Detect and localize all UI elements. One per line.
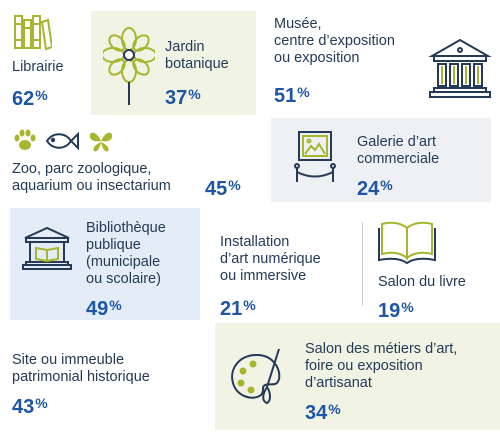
salon-metiers-label-3: d’artisanat: [305, 375, 372, 391]
site-label-1: Site ou immeuble: [12, 352, 125, 368]
jardin-label-1: Jardin: [165, 39, 205, 55]
zoo-label-1: Zoo, parc zoologique,: [12, 161, 152, 177]
librairie-label: Librairie: [12, 59, 64, 75]
musee-label-2: centre d’exposition: [274, 33, 395, 49]
salon-livre-value: 19%: [378, 299, 414, 322]
tile-bibliotheque: Bibliothèque publique (municipale ou sco…: [10, 208, 200, 320]
tile-zoo: Zoo, parc zoologique, aquarium ou insect…: [0, 118, 265, 202]
musee-label-3: ou exposition: [274, 50, 360, 66]
bibliotheque-label-2: publique: [86, 237, 141, 253]
bibliotheque-label-4: ou scolaire): [86, 271, 161, 287]
books-icon: [14, 15, 52, 51]
installation-label-2: d’art numérique: [220, 251, 321, 267]
musee-label-1: Musée,: [274, 16, 322, 32]
salon-metiers-value: 34%: [305, 401, 341, 424]
installation-label-1: Installation: [220, 234, 290, 250]
palette-brush-icon: [231, 348, 281, 405]
site-value: 43%: [12, 395, 48, 418]
musee-value: 51%: [274, 84, 310, 107]
tile-musee: Musée, centre d’exposition ou exposition…: [262, 0, 500, 115]
librairie-value: 62%: [12, 87, 48, 110]
bibliotheque-label-1: Bibliothèque: [86, 220, 166, 236]
divider: [362, 222, 363, 306]
installation-label-3: ou immersive: [220, 268, 307, 284]
flower-icon: [103, 27, 155, 105]
tile-salon-metiers: Salon des métiers d’art, foire ou exposi…: [215, 323, 500, 430]
tile-jardin-botanique: Jardin botanique 37%: [91, 11, 256, 115]
tile-installation: Installation d’art numérique ou immersiv…: [210, 208, 360, 320]
galerie-label-1: Galerie d’art: [357, 134, 436, 150]
salon-metiers-label-2: foire ou exposition: [305, 358, 423, 374]
salon-metiers-label-1: Salon des métiers d’art,: [305, 341, 458, 357]
open-book-icon: [378, 221, 436, 265]
paw-prints-icon: [14, 129, 36, 150]
galerie-label-2: commerciale: [357, 151, 440, 167]
library-building-icon: [22, 226, 72, 270]
tile-salon-livre: Salon du livre 19%: [364, 208, 500, 322]
tile-librairie: Librairie 62%: [0, 0, 88, 115]
museum-building-icon: [428, 38, 492, 98]
fish-icon: [45, 131, 79, 151]
jardin-label-2: botanique: [165, 56, 229, 72]
butterfly-icon: [89, 132, 113, 152]
zoo-value: 45%: [205, 177, 241, 200]
bibliotheque-value: 49%: [86, 297, 122, 320]
zoo-label-2: aquarium ou insectarium: [12, 178, 171, 194]
installation-value: 21%: [220, 297, 256, 320]
jardin-value: 37%: [165, 86, 201, 109]
tile-site-patrimonial: Site ou immeuble patrimonial historique …: [0, 330, 210, 430]
galerie-value: 24%: [357, 177, 393, 200]
framed-picture-icon: [294, 131, 336, 182]
salon-livre-label: Salon du livre: [378, 274, 466, 290]
bibliotheque-label-3: (municipale: [86, 254, 161, 270]
site-label-2: patrimonial historique: [12, 369, 150, 385]
tile-galerie: Galerie d’art commerciale 24%: [271, 118, 491, 202]
